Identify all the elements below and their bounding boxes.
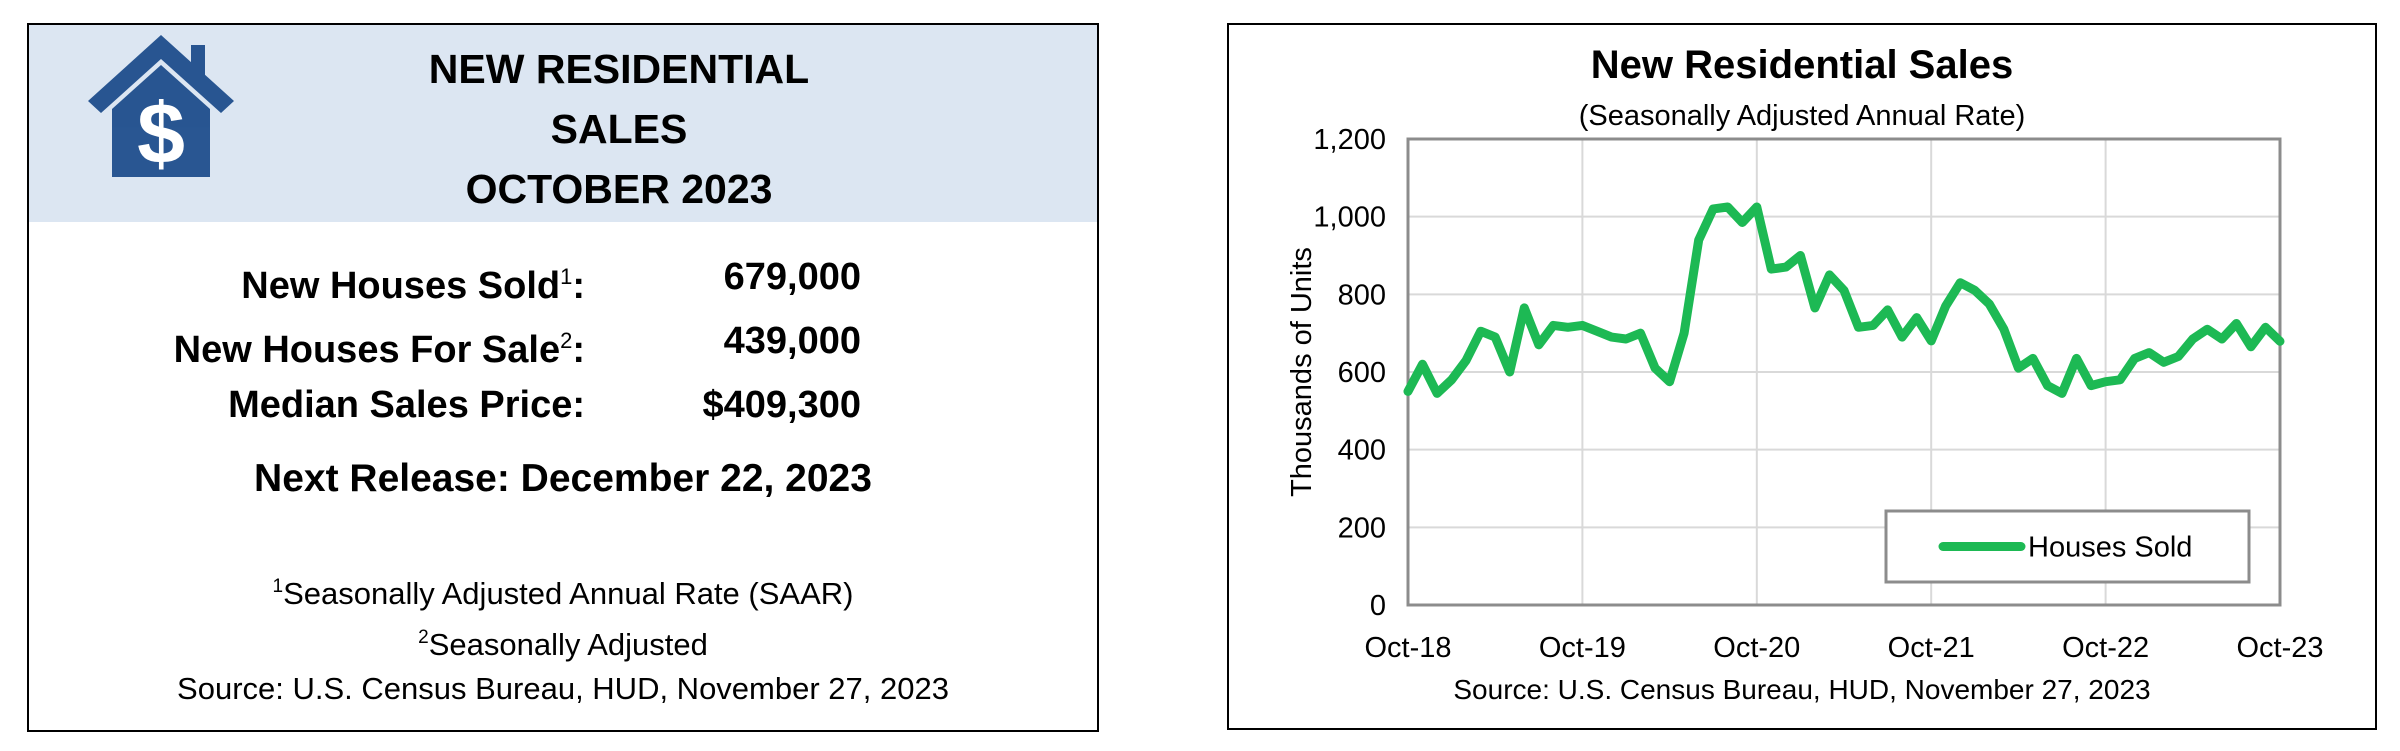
chart-source: Source: U.S. Census Bureau, HUD, Novembe…	[1453, 674, 2151, 705]
svg-text:$: $	[137, 86, 185, 181]
chart-title: New Residential Sales	[1590, 43, 2014, 87]
legend-box	[1884, 509, 2251, 584]
summary-panel: $ NEW RESIDENTIAL SALES OCTOBER 2023 New…	[27, 23, 1099, 732]
y-tick-label: 200	[1338, 512, 1386, 544]
y-axis-label: Thousands of Units	[1286, 247, 1318, 497]
stat-row-median-price: Median Sales Price: $409,300	[29, 375, 1097, 435]
y-tick-label: 1,200	[1313, 124, 1386, 156]
footnote: 1Seasonally Adjusted Annual Rate (SAAR)	[272, 576, 854, 611]
x-tick-label: Oct-22	[2062, 632, 2149, 664]
stat-label: Median Sales Price:	[228, 384, 585, 426]
x-tick-label: Oct-23	[2236, 632, 2323, 664]
y-tick-label: 800	[1338, 279, 1386, 311]
title-line: SALES	[550, 106, 688, 152]
plot-border	[1406, 137, 2282, 607]
stat-label: New Houses For Sale2:	[173, 328, 585, 371]
x-tick-label: Oct-18	[1364, 632, 1451, 664]
legend-label: Houses Sold	[2028, 532, 2192, 564]
x-tick-label: Oct-20	[1713, 632, 1800, 664]
summary-title: NEW RESIDENTIAL SALES OCTOBER 2023	[309, 39, 929, 219]
x-tick-label: Oct-19	[1539, 632, 1626, 664]
stat-value: 679,000	[723, 256, 861, 298]
stat-row-houses-for-sale: New Houses For Sale2: 439,000	[29, 311, 1097, 371]
series-line-houses-sold	[1403, 202, 2285, 398]
title-line: NEW RESIDENTIAL	[428, 46, 810, 92]
next-release: Next Release: December 22, 2023	[254, 457, 872, 500]
x-tick-label: Oct-21	[1888, 632, 1975, 664]
summary-banner: $ NEW RESIDENTIAL SALES OCTOBER 2023	[29, 25, 1097, 222]
y-tick-label: 0	[1370, 590, 1386, 622]
chart-panel: New Residential Sales (Seasonally Adjust…	[1227, 23, 2377, 730]
source-note: Source: U.S. Census Bureau, HUD, Novembe…	[177, 671, 949, 706]
y-tick-label: 400	[1338, 435, 1386, 467]
stat-label: New Houses Sold1:	[241, 264, 585, 307]
y-tick-label: 1,000	[1313, 202, 1386, 234]
stat-value: 439,000	[723, 320, 861, 362]
line-chart: 0 200 400 600 800 1,000 1,200 Oct-18 Oct-19 Oct-2…	[1286, 124, 2324, 664]
footnote: 2Seasonally Adjusted	[418, 627, 708, 662]
chart-subtitle: (Seasonally Adjusted Annual Rate)	[1578, 100, 2026, 132]
footnotes: 1Seasonally Adjusted Annual Rate (SAAR) …	[29, 565, 1097, 711]
title-line: OCTOBER 2023	[465, 166, 773, 212]
y-tick-label: 600	[1338, 357, 1386, 389]
stat-value: $409,300	[702, 384, 862, 426]
stat-row-houses-sold: New Houses Sold1: 679,000	[29, 247, 1097, 307]
house-dollar-icon: $	[88, 35, 234, 181]
